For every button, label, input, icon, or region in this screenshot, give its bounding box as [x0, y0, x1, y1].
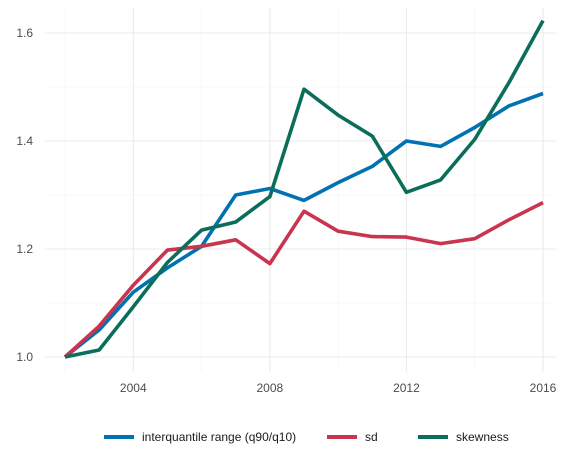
y-tick-label: 1.2	[16, 242, 33, 256]
series-line-interquantile-range-q90-q10	[63, 91, 544, 359]
x-tick-label: 2016	[530, 381, 557, 395]
series-line-sd	[63, 200, 544, 359]
y-tick-label: 1.0	[16, 350, 33, 364]
series-line-skewness	[64, 19, 545, 359]
legend-label-sd: sd	[365, 430, 378, 444]
legend: interquantile range (q90/q10) sd skewness	[104, 430, 509, 444]
x-tick-label: 2008	[257, 381, 284, 395]
legend-label-skewness: skewness	[456, 430, 509, 444]
y-tick-label: 1.6	[16, 26, 33, 40]
x-tick-label: 2004	[120, 381, 147, 395]
y-axis-ticks: 1.0 1.2 1.4 1.6	[16, 26, 33, 364]
series-lines	[63, 19, 545, 359]
y-tick-label: 1.4	[16, 134, 33, 148]
major-gridlines	[45, 8, 556, 372]
x-axis-ticks: 2004 2008 2012 2016	[120, 381, 557, 395]
x-tick-label: 2012	[393, 381, 420, 395]
minor-gridlines	[45, 8, 556, 372]
legend-label-interquantile-range-q90-q10: interquantile range (q90/q10)	[142, 430, 296, 444]
